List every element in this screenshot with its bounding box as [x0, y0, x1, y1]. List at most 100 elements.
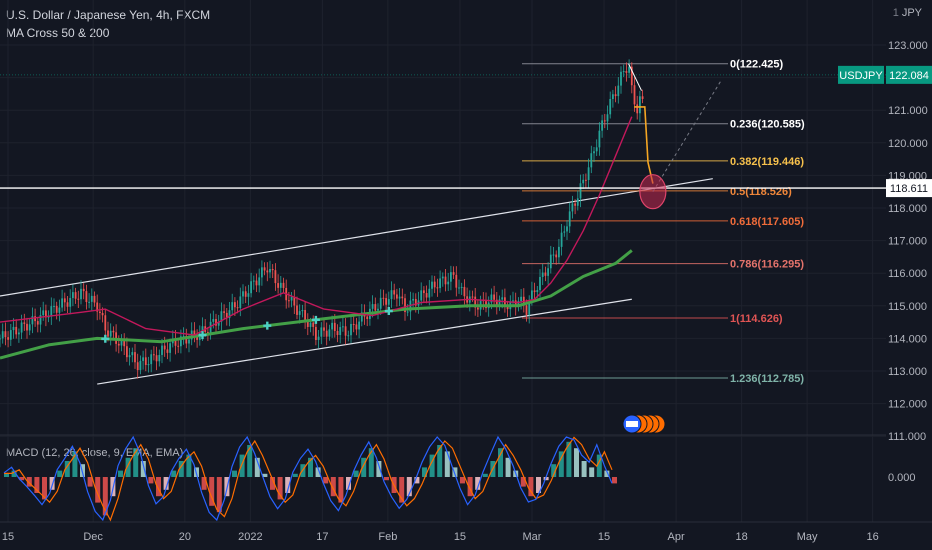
- macd-histogram-bar: [156, 477, 161, 497]
- macd-histogram-bar: [338, 477, 344, 503]
- candle-body: [447, 281, 450, 285]
- candle-body: [223, 311, 225, 313]
- candle-body: [539, 276, 541, 291]
- candle-body: [244, 291, 247, 297]
- fib-label-0.382: 0.382(119.446): [730, 156, 804, 168]
- macd-histogram-bar: [216, 477, 222, 513]
- time-tick-label: 17: [316, 531, 328, 543]
- candle-body: [639, 96, 641, 114]
- candle-body: [312, 322, 315, 327]
- candle-body: [568, 211, 571, 227]
- candle-body: [66, 302, 69, 307]
- candle-body: [34, 316, 36, 322]
- time-tick-label: Mar: [523, 531, 542, 543]
- time-axis[interactable]: 15 Dec 20 2022 17 Feb 15 Mar 15 Apr 18 May 16: [0, 521, 932, 543]
- candle-body: [585, 179, 587, 181]
- candle-body: [274, 270, 277, 284]
- candle-body: [31, 316, 34, 325]
- macd-histogram-bar: [72, 451, 78, 477]
- candle-body: [18, 332, 20, 335]
- macd-histogram-bar: [34, 477, 40, 493]
- candle-body: [563, 231, 566, 233]
- macd-line: [3, 435, 613, 522]
- candle-body: [74, 292, 77, 299]
- candle-body: [520, 296, 522, 302]
- candle-body: [69, 298, 72, 307]
- fib-label-0.786: 0.786(116.295): [730, 259, 804, 271]
- currency-code: JPY: [901, 7, 922, 19]
- macd-histogram-bar: [140, 461, 146, 477]
- candle-body: [12, 326, 15, 331]
- candle-body: [360, 312, 363, 322]
- candle-body: [155, 355, 158, 362]
- candle-body: [58, 307, 61, 313]
- macd-histogram-bar: [551, 464, 557, 477]
- macd-histogram-bar: [399, 477, 405, 503]
- drawings[interactable]: [0, 63, 886, 434]
- candles: [0, 59, 644, 379]
- candle-body: [169, 343, 171, 353]
- fib-label-1: 1(114.626): [730, 313, 783, 325]
- candle-body: [425, 293, 428, 298]
- candle-body: [134, 352, 136, 363]
- candle-body: [474, 296, 477, 308]
- macd-histogram-bar: [285, 477, 291, 493]
- candle-body: [61, 298, 63, 308]
- last-price-badge: [886, 65, 932, 84]
- candle-body: [188, 339, 190, 344]
- price-tick-label: 121.000: [888, 105, 928, 117]
- candle-body: [136, 362, 139, 371]
- macd-histogram-bar: [444, 451, 450, 477]
- candle-body: [633, 85, 636, 105]
- candle-body: [9, 330, 12, 340]
- macd-histogram-bar: [209, 477, 215, 506]
- macd-histogram-bar: [323, 477, 329, 484]
- dashed-trend-line: [652, 80, 722, 192]
- candle-body: [158, 354, 161, 362]
- fib-label-0.618: 0.618(117.605): [730, 216, 804, 228]
- candle-body: [85, 291, 88, 303]
- macd-histogram-bar: [95, 477, 101, 503]
- candle-body: [161, 345, 163, 355]
- candle-body: [45, 310, 47, 318]
- time-tick-label: 15: [454, 531, 466, 543]
- candle-body: [298, 311, 301, 315]
- candle-body: [436, 287, 439, 289]
- candle-body: [544, 272, 547, 276]
- fibonacci-retracement[interactable]: 0(122.425) 0.236(120.585) 0.382(119.446) 0.…: [522, 59, 805, 385]
- indicator-label[interactable]: MA Cross 50 & 200: [6, 26, 110, 40]
- candle-body: [460, 286, 463, 288]
- price-tick-label: 117.000: [888, 236, 927, 248]
- candle-body: [576, 198, 579, 206]
- candle-body: [566, 226, 568, 232]
- candle-body: [560, 232, 563, 247]
- candle-body: [528, 301, 531, 315]
- macd-histogram-bar: [292, 473, 298, 477]
- candle-body: [463, 286, 466, 297]
- candle-body: [374, 304, 377, 311]
- candle-body: [263, 267, 266, 271]
- macd-histogram-bar: [178, 461, 184, 477]
- candle-body: [293, 296, 296, 306]
- candle-body: [252, 280, 255, 282]
- candle-body: [193, 330, 196, 335]
- ma-fast-line: [0, 116, 633, 336]
- candle-body: [72, 292, 74, 299]
- candle-body: [452, 272, 455, 275]
- candle-body: [142, 357, 144, 361]
- candle-body: [636, 104, 639, 114]
- candle-body: [323, 327, 325, 331]
- candle-body: [36, 321, 39, 325]
- candle-body: [88, 301, 90, 303]
- candle-body: [579, 183, 582, 199]
- candle-body: [139, 360, 142, 371]
- macd-histogram-bar: [87, 477, 93, 487]
- candle-body: [617, 85, 620, 97]
- candle-body: [247, 293, 250, 297]
- macd-histogram-bar: [604, 470, 610, 477]
- candle-body: [236, 307, 239, 309]
- price-axis[interactable]: 0.000123.000122.000121.000120.000119.000…: [888, 40, 928, 484]
- time-tick-label: May: [797, 531, 818, 543]
- macd-histogram-bar: [247, 445, 253, 477]
